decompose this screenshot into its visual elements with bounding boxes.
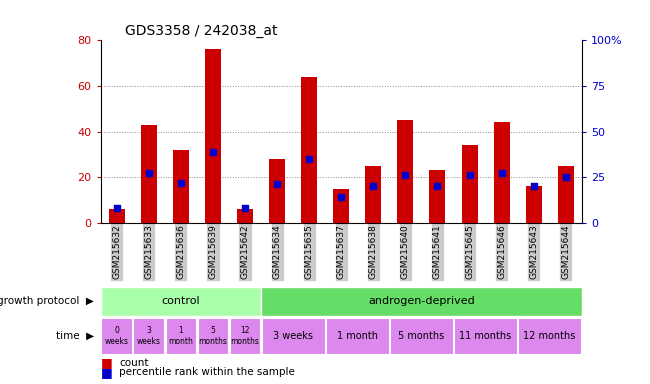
Bar (229, 318, 261, 354)
Point (560, 174, 571, 180)
Text: 1 month: 1 month (337, 331, 378, 341)
Text: ■: ■ (101, 366, 112, 379)
Bar (333, 189, 349, 223)
Text: 12 months: 12 months (523, 331, 576, 341)
Bar (261, 287, 582, 316)
Bar (198, 318, 228, 354)
Bar (454, 318, 517, 354)
Bar (558, 166, 574, 223)
Bar (109, 209, 125, 223)
Bar (262, 318, 324, 354)
Point (272, 181, 282, 187)
Point (144, 170, 154, 177)
Text: 11 months: 11 months (460, 331, 512, 341)
Bar (166, 318, 196, 354)
Text: 1
month: 1 month (168, 326, 193, 346)
Bar (518, 318, 581, 354)
Text: growth protocol  ▶: growth protocol ▶ (0, 296, 94, 306)
Text: ■: ■ (101, 356, 112, 369)
Bar (269, 159, 285, 223)
Point (240, 205, 250, 211)
Point (497, 170, 507, 177)
Bar (237, 209, 253, 223)
Text: GDS3358 / 242038_at: GDS3358 / 242038_at (125, 24, 278, 38)
Bar (133, 318, 164, 354)
Text: count: count (119, 358, 148, 368)
Text: time  ▶: time ▶ (56, 331, 94, 341)
Point (112, 205, 122, 211)
Bar (301, 77, 317, 223)
Point (304, 156, 315, 162)
Bar (205, 50, 221, 223)
Text: 3
weeks: 3 weeks (137, 326, 161, 346)
Point (176, 180, 186, 186)
Bar (526, 186, 541, 223)
Text: 12
months: 12 months (231, 326, 259, 346)
Text: 0
weeks: 0 weeks (105, 326, 129, 346)
Bar (397, 120, 413, 223)
Text: percentile rank within the sample: percentile rank within the sample (119, 367, 295, 377)
Point (400, 172, 411, 178)
Text: 5
months: 5 months (198, 326, 228, 346)
Bar (390, 318, 453, 354)
Bar (430, 170, 445, 223)
Bar (101, 287, 261, 316)
Point (336, 194, 346, 200)
Text: control: control (162, 296, 200, 306)
Bar (462, 145, 478, 223)
Point (432, 183, 443, 189)
Text: 5 months: 5 months (398, 331, 445, 341)
Bar (101, 318, 132, 354)
Point (368, 183, 378, 189)
Text: androgen-deprived: androgen-deprived (368, 296, 474, 306)
Point (528, 183, 539, 189)
Bar (326, 318, 389, 354)
Point (208, 149, 218, 155)
Point (464, 172, 474, 178)
Bar (493, 122, 510, 223)
Text: 3 weeks: 3 weeks (273, 331, 313, 341)
Bar (365, 166, 382, 223)
Bar (173, 150, 189, 223)
Bar (141, 125, 157, 223)
